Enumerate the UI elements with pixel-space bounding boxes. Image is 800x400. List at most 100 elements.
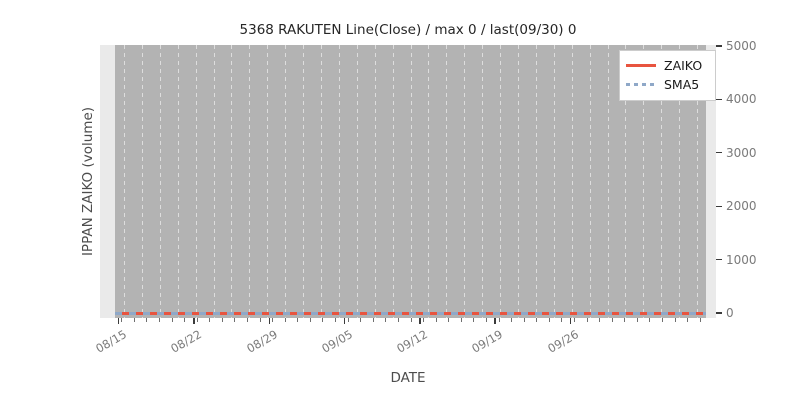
legend-label-zaiko: ZAIKO bbox=[664, 58, 703, 73]
y-tick-major bbox=[716, 45, 722, 47]
x-tick-label: 09/12 bbox=[394, 327, 431, 356]
gridline-vertical bbox=[285, 45, 286, 318]
x-tick-minor bbox=[221, 318, 223, 322]
gridline-vertical bbox=[267, 45, 268, 318]
x-tick-minor bbox=[611, 318, 613, 322]
y-tick-label: 1000 bbox=[726, 252, 757, 267]
gridline-vertical bbox=[643, 45, 644, 318]
x-tick-minor bbox=[171, 318, 173, 322]
x-tick-label: 09/19 bbox=[469, 327, 506, 356]
gridline-vertical bbox=[214, 45, 215, 318]
x-tick-minor bbox=[372, 318, 374, 322]
x-tick-major bbox=[268, 318, 270, 324]
y-tick-label: 4000 bbox=[726, 92, 757, 107]
x-tick-minor bbox=[309, 318, 311, 322]
x-tick-minor bbox=[599, 318, 601, 322]
x-tick-minor bbox=[661, 318, 663, 322]
gridline-vertical bbox=[554, 45, 555, 318]
x-axis-title: DATE bbox=[390, 370, 426, 386]
gridline-vertical bbox=[339, 45, 340, 318]
y-tick-label: 2000 bbox=[726, 199, 757, 214]
x-tick-minor bbox=[649, 318, 651, 322]
x-tick-minor bbox=[473, 318, 475, 322]
chart-title: 5368 RAKUTEN Line(Close) / max 0 / last(… bbox=[239, 22, 577, 38]
x-tick-minor bbox=[322, 318, 324, 322]
x-tick-minor bbox=[624, 318, 626, 322]
x-tick-major bbox=[118, 318, 120, 324]
gridline-vertical bbox=[482, 45, 483, 318]
gridline-vertical bbox=[608, 45, 609, 318]
x-tick-minor bbox=[699, 318, 701, 322]
x-tick-minor bbox=[636, 318, 638, 322]
y-tick-major bbox=[716, 152, 722, 154]
x-tick-minor bbox=[448, 318, 450, 322]
x-tick-minor bbox=[548, 318, 550, 322]
x-tick-minor bbox=[284, 318, 286, 322]
y-tick-major bbox=[716, 258, 722, 261]
x-tick-minor bbox=[347, 318, 349, 322]
x-tick-label: 08/22 bbox=[168, 327, 205, 356]
legend-label-sma5: SMA5 bbox=[664, 77, 700, 92]
legend-item-sma5[interactable]: SMA5 bbox=[626, 75, 709, 94]
x-tick-minor bbox=[397, 318, 399, 322]
x-tick-minor bbox=[259, 318, 261, 322]
legend-swatch-sma5-line-icon bbox=[626, 83, 656, 86]
x-tick-minor bbox=[460, 318, 462, 322]
x-tick-minor bbox=[435, 318, 437, 322]
y-axis-title: IPPAN ZAIKO (volume) bbox=[80, 106, 96, 257]
series-line-sma5 bbox=[115, 312, 706, 315]
x-tick-minor bbox=[573, 318, 575, 322]
y-tick-major bbox=[716, 205, 722, 207]
gridline-vertical bbox=[625, 45, 626, 318]
gridline-vertical bbox=[464, 45, 465, 318]
x-tick-minor bbox=[360, 318, 362, 322]
x-tick-label: 08/15 bbox=[93, 327, 129, 356]
y-tick-major bbox=[716, 98, 722, 101]
x-tick-major bbox=[193, 318, 195, 324]
y-tick-major bbox=[716, 312, 722, 314]
legend-item-zaiko[interactable]: ZAIKO bbox=[626, 56, 709, 75]
gridline-vertical bbox=[357, 45, 358, 318]
y-tick-label: 3000 bbox=[726, 145, 757, 160]
gridline-vertical bbox=[160, 45, 161, 318]
x-tick-minor bbox=[159, 318, 160, 322]
x-tick-minor bbox=[523, 318, 525, 322]
x-tick-minor bbox=[687, 318, 689, 322]
x-tick-minor bbox=[184, 318, 186, 322]
gridline-vertical bbox=[536, 45, 537, 318]
x-tick-minor bbox=[536, 318, 538, 322]
gridline-vertical bbox=[518, 45, 519, 318]
x-tick-major bbox=[343, 318, 346, 324]
gridline-vertical bbox=[428, 45, 429, 318]
x-tick-minor bbox=[511, 318, 513, 322]
x-tick-minor bbox=[423, 318, 425, 322]
gridline-vertical bbox=[411, 45, 412, 318]
gridline-vertical bbox=[697, 45, 698, 318]
gridline-vertical bbox=[231, 45, 232, 318]
gridline-vertical bbox=[375, 45, 376, 318]
x-tick-minor bbox=[209, 318, 211, 322]
gridline-vertical bbox=[393, 45, 394, 318]
x-tick-label: 09/26 bbox=[545, 327, 581, 356]
x-tick-minor bbox=[196, 318, 198, 322]
x-tick-minor bbox=[272, 318, 274, 322]
x-tick-minor bbox=[121, 318, 123, 322]
x-tick-minor bbox=[247, 318, 249, 322]
x-tick-minor bbox=[674, 318, 676, 322]
gridline-vertical bbox=[572, 45, 573, 318]
y-tick-label: 0 bbox=[726, 306, 734, 320]
x-tick-label: 08/29 bbox=[243, 327, 280, 356]
gridline-vertical bbox=[661, 45, 662, 318]
x-tick-minor bbox=[234, 318, 236, 322]
x-tick-minor bbox=[133, 318, 135, 322]
x-tick-minor bbox=[146, 318, 148, 322]
x-tick-minor bbox=[498, 318, 500, 322]
x-tick-minor bbox=[385, 318, 387, 322]
plot-area bbox=[115, 45, 706, 318]
gridline-vertical bbox=[249, 45, 250, 318]
gridline-vertical bbox=[500, 45, 501, 318]
gridline-vertical bbox=[196, 45, 197, 318]
chart-legend[interactable]: ZAIKO SMA5 bbox=[619, 50, 716, 101]
gridline-vertical bbox=[321, 45, 322, 318]
